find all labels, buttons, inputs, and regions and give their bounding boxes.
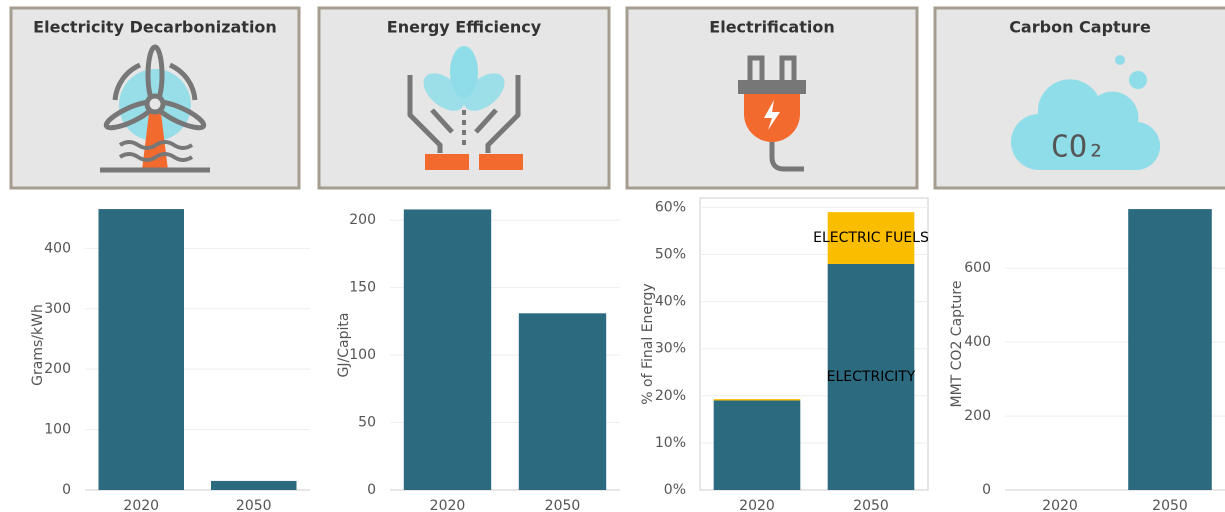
bar-segment	[827, 212, 915, 264]
y-axis-label: Grams/kWh	[30, 304, 46, 386]
bar	[1128, 209, 1212, 490]
co2-glyph: CO₂	[1051, 130, 1105, 165]
y-tick-label: 0%	[664, 482, 686, 498]
y-tick-label: 40%	[655, 294, 686, 310]
bar	[211, 480, 297, 490]
bar-segment	[713, 399, 801, 401]
x-tick-label: 2050	[236, 498, 272, 512]
y-tick-label: 200	[44, 361, 71, 377]
y-tick-label: 0	[367, 482, 376, 498]
y-tick-label: 50	[358, 415, 376, 431]
y-tick-label: 300	[44, 301, 71, 317]
y-tick-label: 200	[349, 212, 376, 228]
y-tick-label: 400	[964, 334, 991, 350]
y-tick-label: 400	[44, 240, 71, 256]
y-tick-label: 0	[62, 482, 71, 498]
cloud-icon: CO₂	[1010, 55, 1161, 171]
y-axis-label: % of Final Energy	[640, 283, 656, 404]
panel: Electricity Decarbonization	[9, 6, 301, 190]
series-label: ELECTRICITY	[827, 369, 916, 385]
panel-title: Energy Efficiency	[387, 18, 542, 37]
x-tick-label: 2020	[1042, 498, 1078, 512]
x-tick-label: 2020	[739, 498, 775, 512]
y-tick-label: 200	[964, 408, 991, 424]
y-tick-label: 60%	[655, 199, 686, 215]
y-tick-label: 10%	[655, 435, 686, 451]
panel-title: Carbon Capture	[1009, 18, 1151, 37]
x-tick-label: 2020	[123, 498, 159, 512]
panel: Carbon Capture CO₂	[933, 6, 1225, 190]
y-tick-label: 600	[964, 260, 991, 276]
bar-segment	[827, 263, 915, 490]
y-axis-label: GJ/Capita	[336, 313, 352, 378]
hands-leaf-icon	[407, 46, 523, 170]
panel: Energy Efficiency	[317, 6, 611, 190]
x-tick-label: 2020	[430, 498, 466, 512]
series-label: ELECTRIC FUELS	[813, 230, 929, 246]
x-tick-label: 2050	[545, 498, 581, 512]
bar-segment	[713, 400, 801, 490]
plug-icon	[738, 55, 806, 172]
x-tick-label: 2050	[853, 498, 889, 512]
y-tick-label: 100	[44, 422, 71, 438]
panel-title: Electrification	[709, 18, 834, 37]
y-tick-label: 50%	[655, 247, 686, 263]
y-tick-label: 100	[349, 347, 376, 363]
y-axis-label: MMT CO2 Capture	[949, 281, 965, 408]
y-tick-label: 30%	[655, 341, 686, 357]
bar	[518, 313, 607, 490]
panel-title: Electricity Decarbonization	[33, 18, 277, 37]
bar	[403, 209, 492, 490]
y-tick-label: 20%	[655, 388, 686, 404]
x-tick-label: 2050	[1152, 498, 1188, 512]
wind-turbine-icon	[100, 44, 210, 173]
bar	[98, 209, 184, 490]
panel: Electrification	[625, 6, 919, 190]
y-tick-label: 150	[349, 280, 376, 296]
y-tick-label: 0	[982, 482, 991, 498]
